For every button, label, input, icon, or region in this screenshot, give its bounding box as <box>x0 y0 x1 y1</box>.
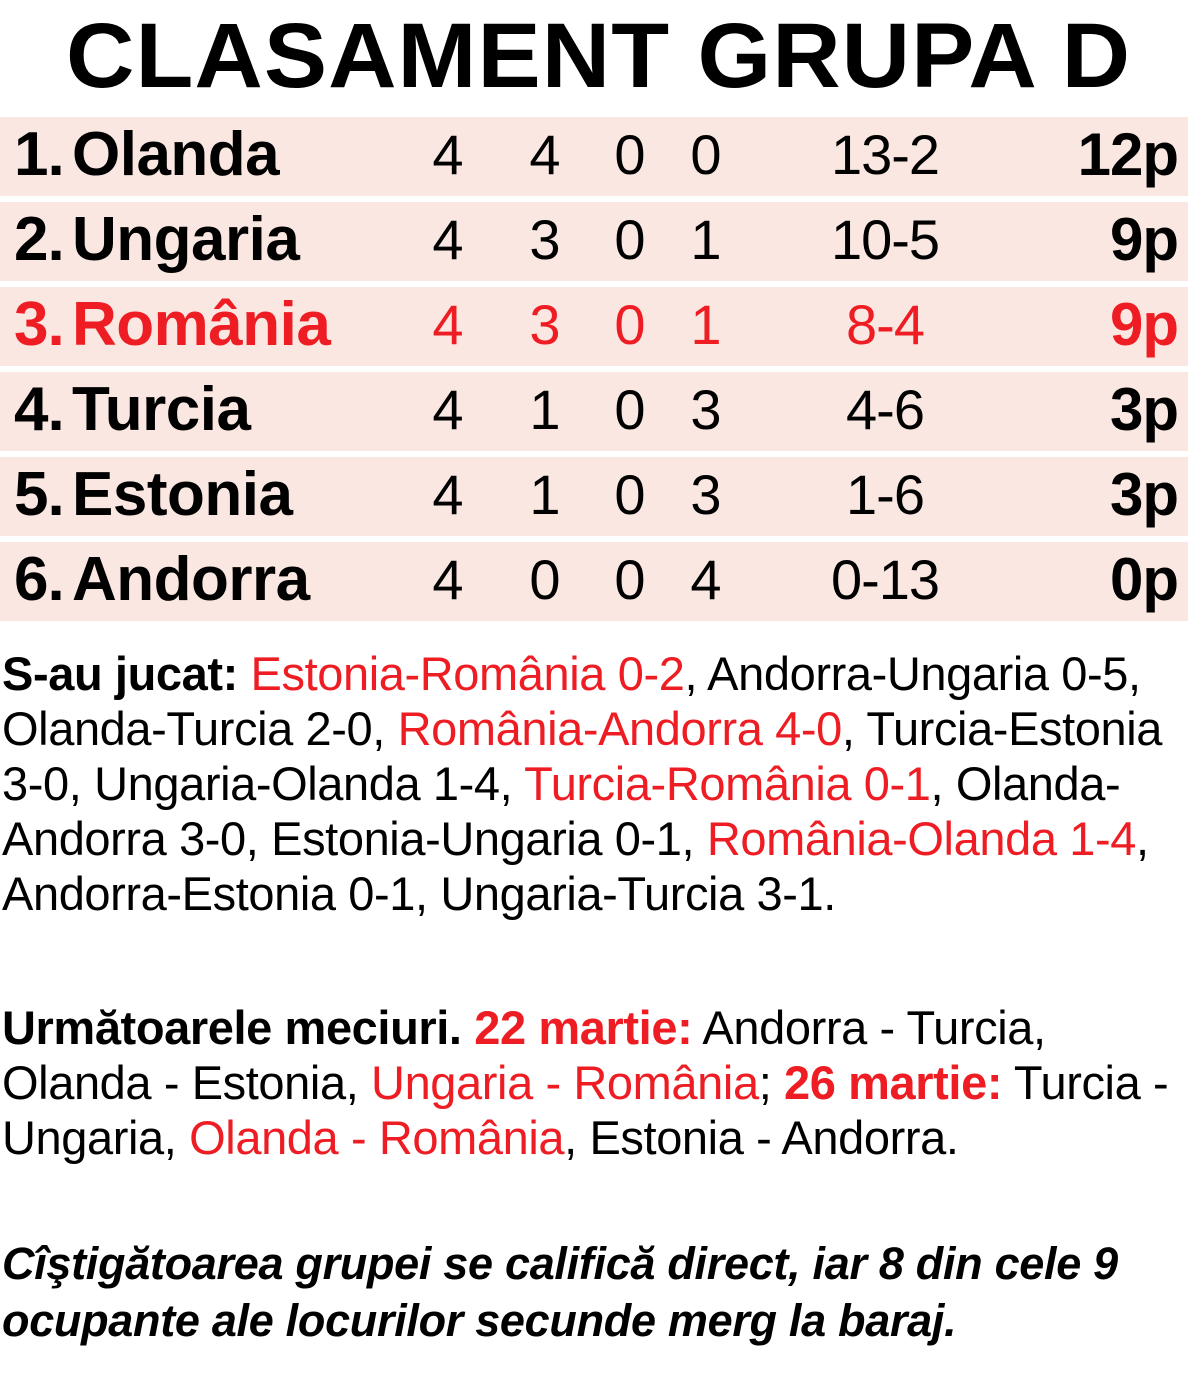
row-goals: 0-13 <box>830 548 940 611</box>
row-points: 9p <box>1109 291 1179 358</box>
row-lost: 1 <box>690 293 722 356</box>
row-won: 1 <box>529 378 561 441</box>
table-row: 4. Turcia 4 1 0 3 4-6 3p <box>0 372 1188 451</box>
played-result: România-Olanda 1-4 <box>706 812 1136 865</box>
row-team-name: Ungaria <box>72 205 300 274</box>
row-position: 6. <box>14 545 65 614</box>
row-played: 4 <box>432 378 464 441</box>
row-goals: 1-6 <box>846 463 925 526</box>
table-row: 1. Olanda 4 4 0 0 13-2 12p <box>0 117 1188 196</box>
page-title: CLASAMENT GRUPA D <box>66 5 1132 107</box>
played-matches-block: S-au jucat: Estonia-România 0-2, Andorra… <box>2 647 1163 920</box>
row-points: 12p <box>1077 121 1179 188</box>
row-won: 3 <box>529 293 561 356</box>
next-match-fixture: Olanda - România <box>189 1111 565 1164</box>
next-match-fixture: Andorra - Turcia <box>702 1001 1033 1054</box>
row-goals: 4-6 <box>846 378 925 441</box>
row-drawn: 0 <box>614 123 646 186</box>
row-points: 0p <box>1109 546 1179 613</box>
row-goals: 13-2 <box>830 123 940 186</box>
played-result: Ungaria-Turcia 3-1 <box>440 867 824 920</box>
row-position: 3. <box>14 290 65 359</box>
row-played: 4 <box>432 463 464 526</box>
row-drawn: 0 <box>614 293 646 356</box>
row-drawn: 0 <box>614 378 646 441</box>
table-row: 5. Estonia 4 1 0 3 1-6 3p <box>0 457 1188 536</box>
row-drawn: 0 <box>614 548 646 611</box>
next-matches-label: Următoarele meciuri. <box>2 1001 462 1054</box>
row-team-name: Estonia <box>72 460 293 529</box>
played-result: Estonia-Ungaria 0-1 <box>271 812 682 865</box>
row-goals: 8-4 <box>846 293 925 356</box>
row-played: 4 <box>432 548 464 611</box>
table-row: 6. Andorra 4 0 0 4 0-13 0p <box>0 542 1188 621</box>
row-won: 4 <box>529 123 561 186</box>
row-points: 3p <box>1109 376 1179 443</box>
row-won: 0 <box>529 548 561 611</box>
played-result: România-Andorra 4-0 <box>397 702 843 755</box>
row-won: 1 <box>529 463 561 526</box>
row-lost: 1 <box>690 208 722 271</box>
played-result: Estonia-România 0-2 <box>250 647 685 700</box>
row-position: 4. <box>14 375 65 444</box>
played-result: Turcia-Estonia 3-0 <box>2 702 1163 810</box>
next-match-fixture: Olanda - Estonia <box>2 1056 346 1109</box>
row-goals: 10-5 <box>830 208 940 271</box>
row-played: 4 <box>432 293 464 356</box>
played-result: Andorra-Estonia 0-1 <box>2 867 416 920</box>
next-matches-date: 22 martie: <box>474 1001 693 1054</box>
row-lost: 3 <box>690 463 722 526</box>
row-played: 4 <box>432 208 464 271</box>
played-result: Turcia-România 0-1 <box>524 757 931 810</box>
next-match-fixture: Turcia - Ungaria <box>2 1056 1169 1164</box>
next-match-fixture: Estonia - Andorra <box>589 1111 946 1164</box>
row-played: 4 <box>432 123 464 186</box>
row-points: 9p <box>1109 206 1179 273</box>
row-lost: 3 <box>690 378 722 441</box>
played-result: Olanda-Turcia 2-0 <box>2 702 373 755</box>
row-team-name: Andorra <box>72 545 310 614</box>
played-label: S-au jucat: <box>2 647 238 700</box>
row-team-name: România <box>72 290 331 359</box>
row-lost: 4 <box>690 548 722 611</box>
row-won: 3 <box>529 208 561 271</box>
played-result: Andorra-Ungaria 0-5 <box>707 647 1129 700</box>
row-position: 5. <box>14 460 65 529</box>
table-row: 2. Ungaria 4 3 0 1 10-5 9p <box>0 202 1188 281</box>
next-matches-date: 26 martie: <box>784 1056 1003 1109</box>
played-result: Ungaria-Olanda 1-4 <box>94 757 500 810</box>
row-team-name: Turcia <box>72 375 251 444</box>
row-points: 3p <box>1109 461 1179 528</box>
row-team-name: Olanda <box>72 120 280 189</box>
row-drawn: 0 <box>614 463 646 526</box>
row-position: 1. <box>14 120 65 189</box>
row-lost: 0 <box>690 123 722 186</box>
next-matches-block: Următoarele meciuri. 22 martie: Andorra … <box>2 1001 1169 1164</box>
played-result: Olanda-Andorra 3-0 <box>2 757 1121 865</box>
next-match-fixture: Ungaria - România <box>371 1056 759 1109</box>
row-drawn: 0 <box>614 208 646 271</box>
row-position: 2. <box>14 205 65 274</box>
table-row: 3. România 4 3 0 1 8-4 9p <box>0 287 1188 366</box>
standings-table: 1. Olanda 4 4 0 0 13-2 12p 2. Ungaria 4 3 0 1 10-5 9p 3.… <box>0 117 1188 627</box>
qualification-note: Cîştigătoarea grupei se califică direct,… <box>2 1238 1118 1346</box>
